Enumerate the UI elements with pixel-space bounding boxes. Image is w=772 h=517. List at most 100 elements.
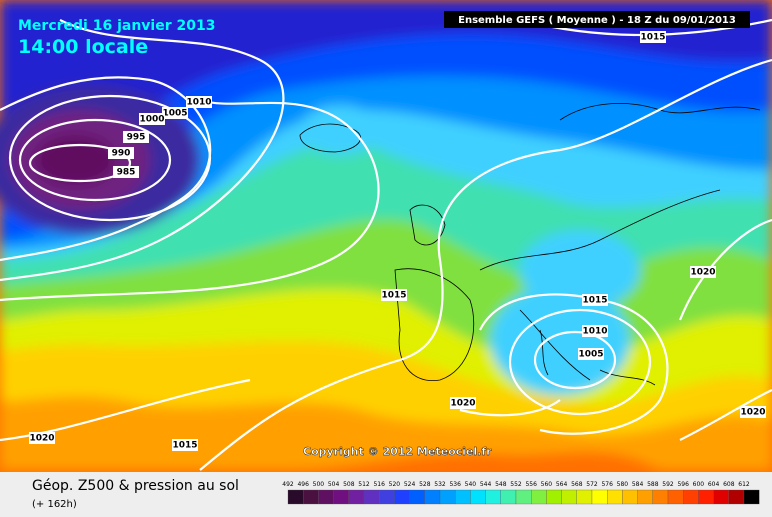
colorbar-swatch [303,489,319,505]
colorbar-tick: 572 [586,481,598,488]
isobar-label: 1020 [29,434,54,444]
colorbar-swatch [652,489,669,505]
isobar-label-bg [113,166,139,178]
colorbar-swatch [561,489,577,505]
colorbar-tick: 576 [601,481,613,488]
colorbar-tick: 532 [434,481,446,488]
colorbar-tick: 548 [495,481,507,488]
isobar-label: 1000 [139,115,164,125]
field [0,0,772,470]
colorbar-tick: 500 [313,481,325,488]
colorbar-tick: 528 [419,481,431,488]
coastlines [299,103,761,386]
colorbar-swatch [637,489,653,505]
footer-lead: (+ 162h) [32,499,77,510]
isobar-label-bg [690,266,716,278]
colorbar-swatch [333,489,349,505]
colorbar-swatch [379,489,395,505]
colorbar-swatch [546,489,562,505]
colorbar-swatch [531,489,547,505]
isobar-label-bg [162,107,188,119]
colorbar-tick: 524 [404,481,416,488]
colorbar-swatch [576,489,593,505]
isobar-label-bg [186,96,212,108]
isobar-label: 1015 [582,296,607,306]
colorbar-swatch [728,489,745,505]
isobar-label-bg [123,131,149,143]
isobar-label: 1005 [578,350,603,360]
colorbar-swatch [698,489,714,505]
colorbar-tick: 580 [617,481,629,488]
isobar-label: 1010 [186,98,211,108]
isobar-label: 1020 [450,399,475,409]
colorbar-tick: 544 [480,481,492,488]
colorbar-swatch [409,489,425,505]
colorbar-swatch [394,489,410,505]
colorbar-tick: 516 [373,481,385,488]
colorbar-swatch [515,489,532,505]
isobar-label-bg [740,406,766,418]
isobar-label: 1015 [381,291,406,301]
colorbar-swatch [713,489,729,505]
isobar-label-bg [582,294,608,306]
colorbar-tick: 608 [723,481,735,488]
isobar-label: 990 [112,149,131,159]
colorbar-swatch [287,489,304,505]
isobar-label: 1005 [162,109,187,119]
colorbar-swatch [470,489,486,505]
isobar-labels: 1015101010051000995990985101510201015101… [29,31,766,451]
colorbar-swatch [607,489,623,505]
isobar-label-bg [381,289,407,301]
isobar-label-bg [29,432,55,444]
colorbar-tick: 600 [693,481,705,488]
colorbar-tick: 588 [647,481,659,488]
colorbar-tick: 564 [556,481,568,488]
isobar-label: 1020 [740,408,765,418]
colorbar-tick: 492 [282,481,294,488]
isobar-label: 985 [117,168,136,178]
isobars [0,18,772,471]
colorbar-tick: 496 [297,481,309,488]
colorbar-swatch [455,489,471,505]
colorbar-tick: 568 [571,481,583,488]
isobar-label: 995 [127,133,146,143]
colorbar-tick: 540 [465,481,477,488]
time-label: 14:00 locale [18,36,148,58]
footer-title: Géop. Z500 & pression au sol [32,478,239,494]
colorbar-swatch [424,489,441,505]
isobar-label-bg [578,348,604,360]
colorbar-tick: 592 [662,481,674,488]
colorbar-swatch [363,489,380,505]
colorbar-tick: 612 [738,481,750,488]
isobar-label-bg [450,397,476,409]
colorbar-tick: 504 [328,481,340,488]
colorbar-tick: 584 [632,481,644,488]
isobar-label-bg [172,439,198,451]
isobar-label: 1010 [582,327,607,337]
colorbar: 492 496 500 504 508 512 516 520 524 528 532 536 540 5… [282,481,760,505]
colorbar-tick: 556 [525,481,537,488]
colorbar-tick: 520 [389,481,401,488]
colorbar-swatch [318,489,334,505]
copyright: Copyright © 2012 Meteociel.fr [303,445,492,458]
isobar-label: 1020 [690,268,715,278]
colorbar-tick: 604 [708,481,720,488]
isobar-label: 1015 [640,33,665,43]
isobar-label-bg [108,147,134,159]
isobar-label: 1015 [172,441,197,451]
date-label: Mercredi 16 janvier 2013 [18,18,215,34]
colorbar-tick: 596 [677,481,689,488]
colorbar-swatch [439,489,456,505]
colorbar-tick: 536 [449,481,461,488]
colorbar-swatch [667,489,684,505]
colorbar-swatch [743,489,760,505]
colorbar-tick: 560 [541,481,553,488]
isobar-label-bg [640,31,666,43]
colorbar-swatch [485,489,501,505]
colorbar-swatch [591,489,608,505]
isobar-label-bg [139,113,165,125]
isobar-label-bg [582,325,608,337]
colorbar-tick: 508 [343,481,355,488]
